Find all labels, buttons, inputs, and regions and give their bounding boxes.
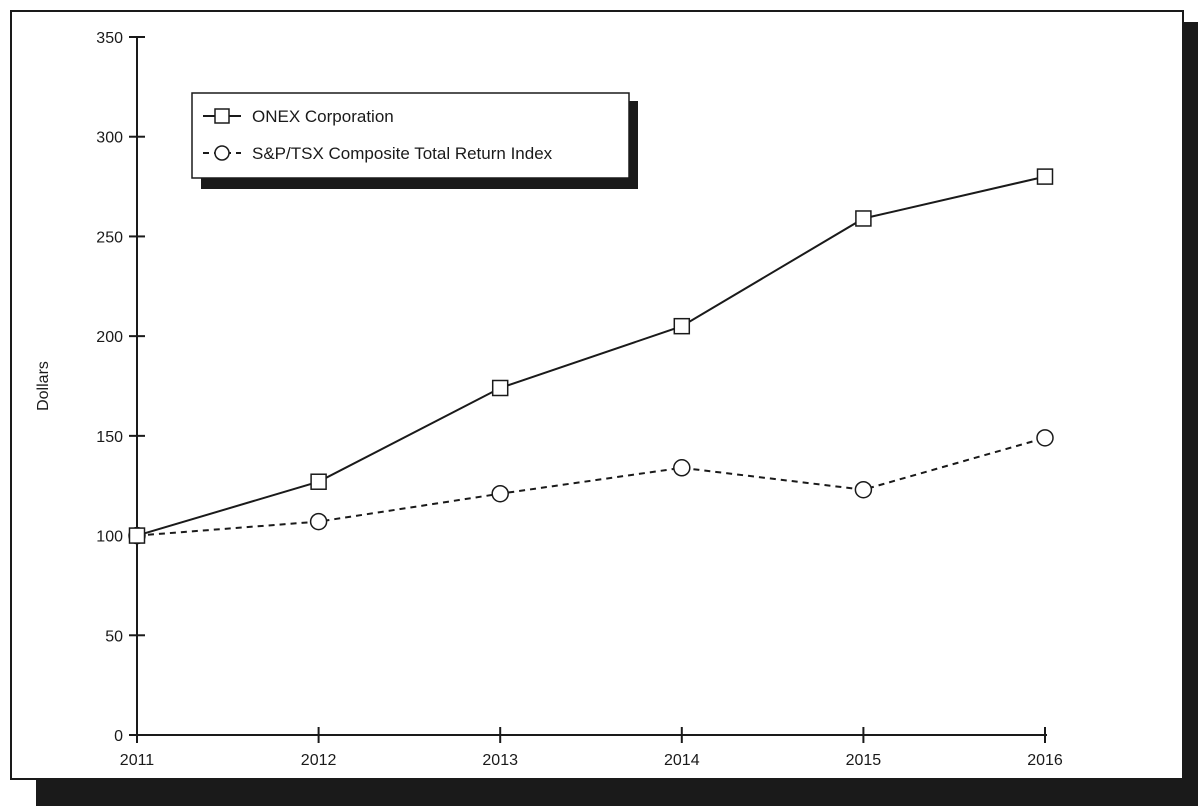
series-line (136, 436, 1046, 537)
legend: ONEX Corporation S&P/TSX Composite Total… (191, 92, 638, 189)
x-tick-label: 2016 (1027, 752, 1063, 769)
legend-item-onex: ONEX Corporation (203, 107, 394, 126)
x-tick-label: 2011 (120, 752, 155, 769)
data-point-circle (673, 459, 691, 477)
data-point-square (1036, 168, 1054, 185)
x-axis-ticks: 2011 2012 2013 2014 2015 2016 (120, 727, 1063, 769)
series-onex (128, 168, 1054, 544)
data-point-circle (854, 480, 873, 499)
series-layer (128, 168, 1054, 545)
legend-label-onex: ONEX Corporation (252, 107, 394, 126)
y-axis-title: Dollars (35, 361, 52, 411)
y-tick-label: 100 (96, 529, 123, 546)
y-tick-label: 200 (96, 329, 123, 346)
y-tick-label: 350 (96, 30, 123, 47)
x-tick-label: 2014 (664, 752, 700, 769)
legend-item-tsx: S&P/TSX Composite Total Return Index (203, 144, 553, 163)
y-tick-label: 150 (96, 429, 123, 446)
y-tick-label: 300 (96, 130, 123, 147)
legend-circle-marker-icon (214, 145, 230, 161)
data-point-circle (491, 484, 509, 503)
data-point-square (673, 317, 691, 335)
data-point-square (310, 473, 327, 490)
data-point-circle (1036, 429, 1054, 447)
legend-box (191, 92, 630, 179)
axes (136, 37, 1047, 736)
y-tick-label: 0 (114, 728, 123, 745)
x-tick-label: 2015 (846, 752, 882, 769)
data-point-square (491, 379, 509, 397)
y-tick-label: 50 (105, 628, 123, 645)
x-tick-label: 2012 (301, 752, 337, 769)
x-tick-label: 2013 (482, 752, 518, 769)
series-line (136, 175, 1046, 537)
data-point-square (855, 210, 872, 227)
legend-square-marker-icon (214, 108, 230, 124)
data-point-circle (309, 512, 328, 531)
y-tick-label: 250 (96, 229, 123, 246)
legend-label-tsx: S&P/TSX Composite Total Return Index (252, 144, 553, 163)
data-point-square (128, 527, 146, 544)
